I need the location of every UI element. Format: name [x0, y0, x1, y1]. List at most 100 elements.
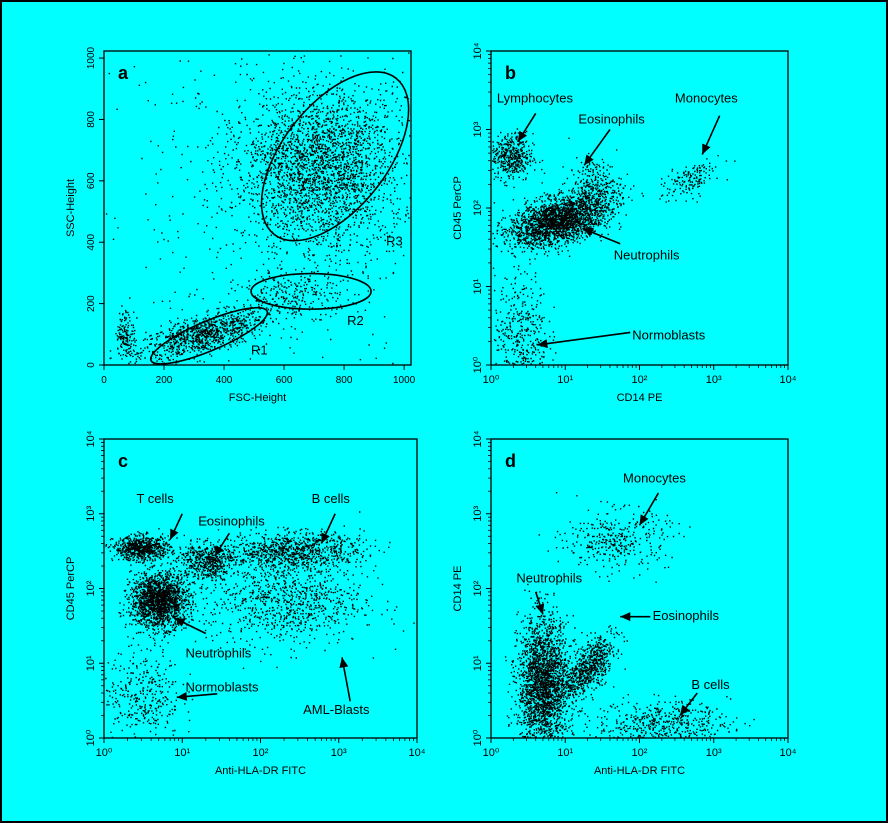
annotation-label: Lymphocytes — [497, 91, 574, 106]
arrow-head — [174, 618, 186, 627]
x-tick-label: 10³ — [331, 747, 347, 759]
scatter-points — [105, 511, 415, 739]
annotation: Neutrophils — [582, 227, 680, 263]
annotation-label: Eosinophils — [198, 513, 265, 528]
x-axis-label: Anti-HLA-DR FITC — [215, 765, 306, 777]
panel-letter: c — [118, 451, 128, 471]
y-tick-label: 10² — [472, 580, 484, 596]
population-5 — [105, 612, 194, 739]
population-0 — [109, 298, 304, 366]
arrow-head — [679, 704, 690, 716]
annotation: R1 — [251, 342, 268, 357]
annotation: B cells — [679, 677, 730, 716]
panel-a: 0 200 400 600 800 1000 0 200 400 600 800 1000 FSC-He… — [65, 47, 416, 404]
annotation: T cells — [136, 491, 183, 541]
x-tick-label: 10⁴ — [780, 747, 797, 759]
arrow-head — [702, 143, 711, 155]
annotation-label: R1 — [251, 342, 268, 357]
y-tick-label: 10³ — [472, 505, 484, 521]
arrow-head — [639, 514, 649, 526]
x-axis-label: Anti-HLA-DR FITC — [594, 765, 685, 777]
x-tick-label: 10⁰ — [483, 747, 500, 759]
panel-c: 10⁰ 10¹ 10² 10³ 10⁴ 10⁰ 10¹ 10² 10³ 10⁴ Anti-HLA-D… — [65, 430, 426, 777]
population-2 — [538, 475, 691, 583]
plot-frame — [103, 50, 412, 366]
annotation: Monocytes — [623, 471, 686, 526]
population-4 — [105, 52, 410, 365]
x-axis-label: CD14 PE — [617, 392, 663, 404]
x-tick-label: 600 — [276, 375, 293, 386]
population-3 — [115, 305, 138, 365]
x-tick-label: 200 — [156, 375, 173, 386]
y-tick-label: 10² — [472, 200, 484, 216]
arrow-head — [321, 532, 330, 544]
y-tick-label: 0 — [86, 362, 97, 368]
y-tick-label: 800 — [86, 111, 97, 128]
population-3 — [185, 511, 391, 577]
population-0 — [504, 574, 599, 739]
population-dots — [557, 137, 633, 232]
population-dots — [504, 574, 599, 739]
y-axis-label: SSC-Height — [65, 179, 77, 237]
annotation-label: R3 — [386, 233, 403, 248]
arrow-head — [176, 691, 188, 701]
annotation-label: AML-Blasts — [303, 702, 370, 717]
population-1 — [161, 54, 411, 313]
gate-r2 — [250, 272, 372, 310]
annotation: R2 — [347, 313, 364, 328]
population-dots — [659, 155, 736, 203]
x-tick-label: 10⁰ — [483, 374, 500, 386]
y-tick-label: 10³ — [85, 505, 97, 521]
population-dots — [161, 54, 411, 313]
annotation: Eosinophils — [620, 608, 720, 623]
axis-ticks: 10⁰ 10¹ 10² 10³ 10⁴ 10⁰ 10¹ 10² 10³ 10⁴ — [472, 42, 797, 386]
y-tick-label: 10⁴ — [472, 430, 484, 447]
panel-letter: b — [505, 63, 516, 83]
annotation-label: Neutrophils — [185, 645, 251, 660]
scatter-points — [492, 128, 736, 366]
annotation-label: Normoblasts — [185, 679, 258, 694]
population-2 — [557, 137, 633, 232]
arrow-head — [339, 657, 349, 669]
arrow-head — [620, 612, 631, 622]
annotation: B cells — [312, 491, 351, 544]
population-1 — [492, 128, 546, 189]
annotation-label: B cells — [312, 491, 351, 506]
x-tick-label: 400 — [216, 375, 233, 386]
x-tick-label: 10¹ — [557, 747, 573, 759]
axis-ticks: 0 200 400 600 800 1000 0 200 400 600 800 1000 — [86, 47, 416, 386]
annotation: Neutrophils — [516, 571, 583, 615]
annotation: Monocytes — [675, 91, 738, 155]
y-tick-label: 400 — [86, 233, 97, 250]
arrow-head — [535, 603, 545, 615]
annotation-label: Monocytes — [623, 471, 686, 486]
annotation: Eosinophils — [578, 111, 645, 166]
x-tick-label: 0 — [101, 375, 107, 386]
x-tick-label: 10² — [632, 374, 648, 386]
population-dots — [109, 298, 304, 366]
axis-ticks: 10⁰ 10¹ 10² 10³ 10⁴ 10⁰ 10¹ 10² 10³ 10⁴ — [85, 430, 426, 759]
annotation-label: B cells — [691, 677, 730, 692]
population-dots — [105, 612, 194, 739]
population-dots — [105, 528, 194, 566]
x-tick-label: 1000 — [393, 375, 416, 386]
y-tick-label: 10⁴ — [85, 430, 97, 447]
population-4 — [492, 221, 557, 366]
annotation: Normoblasts — [176, 679, 259, 701]
population-1 — [550, 625, 628, 712]
population-dots — [118, 555, 221, 647]
population-dots — [492, 128, 546, 189]
x-tick-label: 10² — [253, 747, 269, 759]
arrow-head — [584, 154, 594, 166]
x-tick-label: 10¹ — [174, 747, 190, 759]
population-1 — [105, 528, 194, 566]
population-dots — [492, 221, 557, 366]
annotation-label: Neutrophils — [614, 248, 680, 263]
y-tick-label: 10³ — [472, 121, 484, 137]
y-tick-label: 10¹ — [472, 655, 484, 671]
panel-b: 10⁰ 10¹ 10² 10³ 10⁴ 10⁰ 10¹ 10² 10³ 10⁴ CD14 PE CD4… — [452, 42, 797, 404]
population-dots — [105, 52, 410, 365]
y-tick-label: 10⁰ — [472, 729, 484, 746]
arrow-head — [537, 339, 548, 349]
